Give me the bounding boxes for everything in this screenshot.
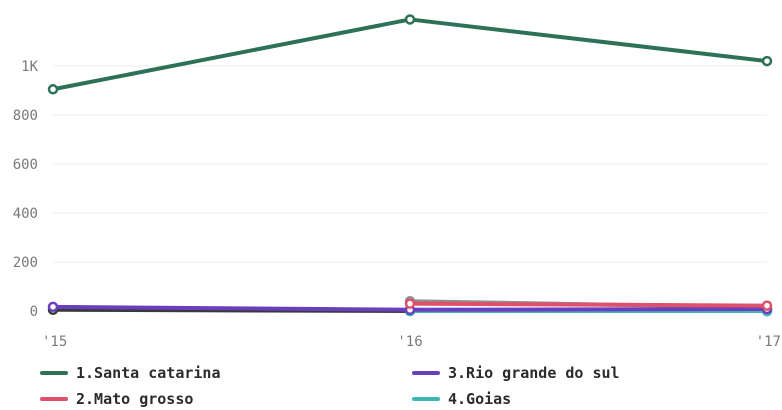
legend-item-santa-catarina[interactable]: 1.Santa catarina <box>40 362 221 384</box>
legend-label-rio-grande-do-sul: 3.Rio grande do sul <box>448 364 620 382</box>
legend-swatch-mato-grosso <box>40 397 68 401</box>
y-tick-label-0: 0 <box>30 304 38 320</box>
y-tick-label-200: 200 <box>13 255 38 271</box>
chart-svg: 0 200 400 600 800 1K '15 '16 '17 <box>13 14 781 350</box>
series-point-0-1 <box>404 14 416 25</box>
legend-label-santa-catarina: 1.Santa catarina <box>76 364 221 382</box>
legend: 1.Santa catarina 2.Mato grosso 3.Rio gra… <box>0 360 782 408</box>
y-tick-label-600: 600 <box>13 157 38 173</box>
series-line-1 <box>408 301 769 308</box>
series-line-0 <box>51 17 769 92</box>
legend-swatch-santa-catarina <box>40 371 68 375</box>
x-tick-label-1: '16 <box>397 334 422 350</box>
legend-label-mato-grosso: 2.Mato grosso <box>76 390 194 408</box>
y-tick-label-1K: 1K <box>21 59 38 75</box>
x-tick-label-2: '17 <box>756 334 781 350</box>
x-tick-label-0: '15 <box>42 334 67 350</box>
series-point-0-0 <box>47 84 59 95</box>
legend-swatch-rio-grande-do-sul <box>412 371 440 375</box>
legend-item-goias[interactable]: 4.Goias <box>412 388 511 410</box>
series-point-1-2 <box>761 300 773 311</box>
series-point-1-1 <box>404 298 416 309</box>
series-point-0-2 <box>761 55 773 67</box>
y-tick-label-800: 800 <box>13 108 38 124</box>
legend-item-rio-grande-do-sul[interactable]: 3.Rio grande do sul <box>412 362 620 384</box>
legend-item-mato-grosso[interactable]: 2.Mato grosso <box>40 388 193 410</box>
legend-swatch-goias <box>412 397 440 401</box>
y-tick-label-400: 400 <box>13 206 38 222</box>
legend-label-goias: 4.Goias <box>448 390 512 408</box>
series-point-2-0 <box>47 301 59 313</box>
